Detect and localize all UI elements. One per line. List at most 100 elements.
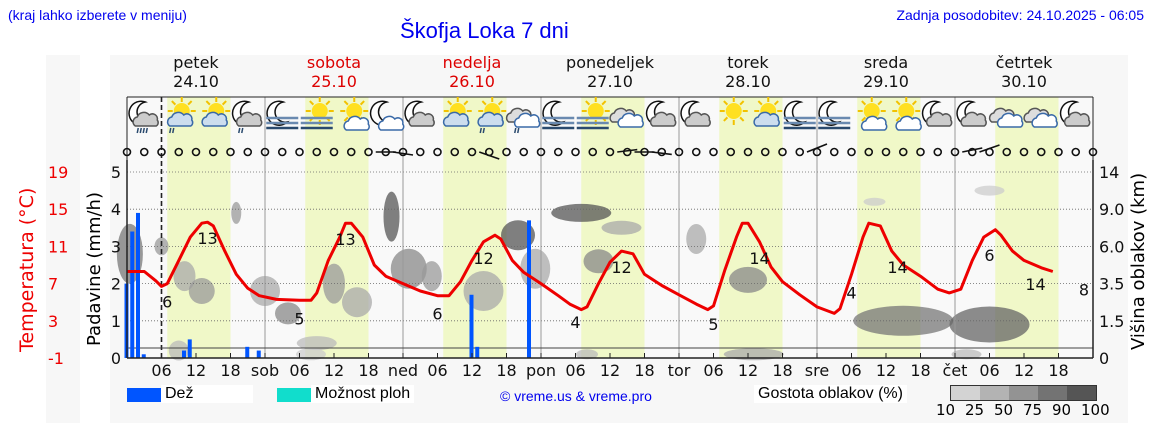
cloud-density-area <box>576 349 598 360</box>
wind-calm-icon <box>605 147 615 157</box>
density-swatch <box>1009 386 1038 400</box>
x-tick-label: 06 <box>565 361 585 380</box>
wind-calm-icon <box>588 147 598 157</box>
x-tick-label: 12 <box>738 361 758 380</box>
density-tick: 90 <box>1052 401 1072 419</box>
wind-calm-icon <box>674 147 684 157</box>
cloud-density-area <box>551 203 612 222</box>
precipitation-bar <box>130 231 135 358</box>
wind-calm-icon <box>536 147 546 157</box>
x-tick-label: sre <box>805 361 829 380</box>
cloud-density-area <box>520 248 551 289</box>
cloud-density-area <box>383 191 400 242</box>
cloud-density-area <box>951 349 982 360</box>
wind-calm-icon <box>1036 147 1046 157</box>
wind-calm-icon <box>1019 147 1029 157</box>
cloudy-drizzle-icon <box>505 107 541 134</box>
wind-calm-icon <box>691 147 701 157</box>
x-tick-label: 06 <box>289 361 309 380</box>
last-update: Zadnja posodobitev: 24.10.2025 - 06:05 <box>896 7 1144 23</box>
temperature-tick: 19 <box>48 163 68 182</box>
day-date: 27.10 <box>587 72 633 91</box>
wind-calm-icon <box>709 147 718 157</box>
wind-calm-icon <box>916 147 925 157</box>
x-tick-label: 12 <box>186 361 206 380</box>
wind-calm-icon <box>208 147 218 157</box>
cloud-density-area <box>342 287 372 318</box>
location-hint-link[interactable]: (kraj lahko izberete v meniju) <box>8 7 187 23</box>
temperature-label: 4 <box>846 283 856 302</box>
wind-calm-icon <box>139 147 149 157</box>
rain-label: Dež <box>161 385 253 403</box>
page-title: Škofja Loka 7 dni <box>400 18 569 43</box>
wind-barb-icon <box>806 143 828 153</box>
precipitation-tick: 1 <box>111 312 121 331</box>
cloud-density-area <box>188 278 215 305</box>
cloud-density-area <box>853 305 954 336</box>
precipitation-bar <box>245 346 250 358</box>
x-tick-label: 12 <box>462 361 482 380</box>
sun-fog-icon <box>576 97 610 130</box>
night-cloud-icon <box>1059 100 1091 127</box>
cloud-density-ticks: 10 25 50 75 90 100 <box>936 401 1116 419</box>
daylight-band <box>305 97 369 358</box>
x-tick-label: pon <box>526 361 556 380</box>
wind-calm-icon <box>467 147 477 157</box>
precipitation-bar <box>136 212 140 358</box>
sun-small-cloud-icon <box>340 97 370 131</box>
cloudy-icon <box>1023 107 1058 128</box>
night-cloud-rain-icon <box>128 100 159 134</box>
cloud-height-tick: 14 <box>1099 163 1119 182</box>
wind-barb-icon <box>962 147 983 153</box>
day-date: 24.10 <box>173 72 219 91</box>
day-name: sobota <box>306 53 362 72</box>
wind-calm-icon <box>933 147 943 157</box>
wind-barb-icon <box>478 151 500 160</box>
x-tick-label: sob <box>251 361 279 380</box>
cloud-density-label: Gostota oblakov (%) <box>754 385 907 403</box>
wind-calm-icon <box>950 147 960 157</box>
temperature-label: 6 <box>162 293 172 312</box>
day-name: četrtek <box>995 53 1053 72</box>
wind-barb-icon <box>651 151 672 156</box>
day-name: nedelja <box>442 53 502 72</box>
wind-calm-icon <box>743 147 753 157</box>
sun-cloud-drizzle-icon <box>166 97 196 134</box>
sun-cloud-drizzle-icon <box>477 97 507 134</box>
density-swatch <box>1038 386 1067 400</box>
wind-barb-icon <box>392 151 414 156</box>
day-header: petek 24.10 <box>136 53 256 91</box>
wind-calm-icon <box>760 147 770 157</box>
density-swatch <box>1067 386 1096 400</box>
day-name: torek <box>727 53 769 72</box>
temperature-label: 5 <box>708 315 718 334</box>
sun-icon <box>719 97 748 125</box>
cloud-density-area <box>421 261 442 292</box>
day-date: 25.10 <box>311 72 357 91</box>
wind-calm-icon <box>329 147 339 157</box>
day-date: 30.10 <box>1001 72 1047 91</box>
x-tick-label: 06 <box>841 361 861 380</box>
wind-calm-icon <box>433 147 442 157</box>
temperature-label: 6 <box>432 305 442 324</box>
day-header: četrtek 30.10 <box>964 53 1084 91</box>
temperature-label: 14 <box>887 258 907 277</box>
wind-calm-icon <box>571 147 580 157</box>
temperature-label: 13 <box>197 229 217 248</box>
x-tick-label: 12 <box>324 361 344 380</box>
temperature-tick: 7 <box>48 275 58 294</box>
wind-calm-icon <box>502 147 511 157</box>
precipitation-bar <box>141 354 146 358</box>
wind-calm-icon <box>415 147 425 157</box>
cloud-height-tick: 6.0 <box>1099 237 1124 256</box>
day-header: torek 28.10 <box>688 53 808 91</box>
cloud-density-area <box>154 237 169 256</box>
x-tick-label: 18 <box>1048 361 1068 380</box>
x-tick-label: 06 <box>979 361 999 380</box>
wind-calm-icon <box>519 147 529 157</box>
wind-calm-icon <box>1054 147 1063 157</box>
cloud-density-area <box>501 220 535 251</box>
temperature-tick: 3 <box>48 312 58 331</box>
wind-barb-icon <box>979 144 1000 153</box>
copyright-link[interactable]: © vreme.us & vreme.pro <box>500 388 652 404</box>
